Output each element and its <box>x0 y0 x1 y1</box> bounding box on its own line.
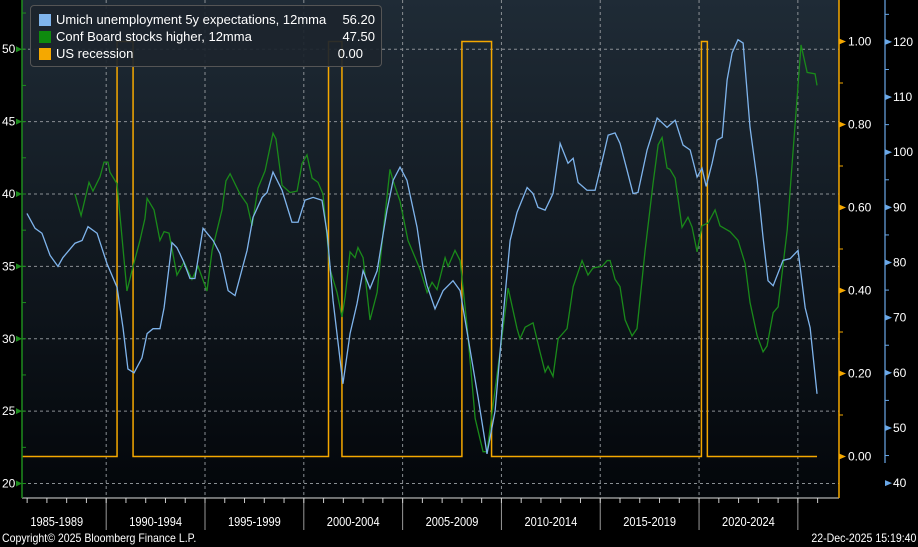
x-tick-label: 2005-2009 <box>426 514 479 529</box>
umich-axis-label: 90 <box>893 200 907 214</box>
legend-label: Conf Board stocks higher, 12mma <box>56 29 252 44</box>
umich-axis-label: 100 <box>893 145 913 159</box>
left-axis-label: 45 <box>2 115 16 129</box>
umich-axis-marker <box>885 259 892 266</box>
umich-axis-marker <box>885 204 892 211</box>
left-axis-marker <box>16 118 22 125</box>
umich-axis-marker <box>885 314 892 321</box>
left-axis-label: 50 <box>2 42 16 56</box>
umich-axis-marker <box>885 424 892 431</box>
recession-axis-label: 0.80 <box>848 118 872 132</box>
legend-value: 56.20 <box>342 12 375 27</box>
left-axis-marker <box>16 335 22 342</box>
x-tick-label: 2020-2024 <box>722 514 775 529</box>
legend-label: Umich unemployment 5y expectations, 12mm… <box>56 12 327 27</box>
left-axis-label: 25 <box>2 404 16 418</box>
recession-axis-label: 0.00 <box>848 450 872 464</box>
legend-value: 47.50 <box>342 29 375 44</box>
left-axis-marker <box>16 46 22 53</box>
left-axis-label: 30 <box>2 332 16 346</box>
umich-axis-marker <box>885 38 892 45</box>
x-tick-label: 1985-1989 <box>30 514 83 529</box>
left-axis-marker <box>16 190 22 197</box>
legend-value: 0.00 <box>337 46 363 61</box>
umich-axis-label: 110 <box>893 90 912 104</box>
copyright: Copyright© 2025 Bloomberg Finance L.P. <box>2 531 197 545</box>
series-confboard-line <box>74 44 818 453</box>
recession-axis-label: 0.60 <box>848 201 872 215</box>
umich-axis-label: 50 <box>893 421 907 435</box>
x-tick-label: 1990-1994 <box>129 514 182 529</box>
umich-axis-marker <box>885 149 892 156</box>
left-axis-marker <box>16 408 22 415</box>
x-tick-label: 2015-2019 <box>623 514 676 529</box>
recession-axis-marker <box>839 370 846 377</box>
legend-item-recession: US recession 0.00 <box>39 45 375 62</box>
umich-axis-label: 80 <box>893 256 907 270</box>
legend-item-confboard: Conf Board stocks higher, 12mma 47.50 <box>39 28 375 45</box>
recession-axis-marker <box>839 121 846 128</box>
legend-swatch <box>39 13 51 26</box>
recession-axis-label: 0.20 <box>848 367 872 381</box>
recession-axis-label: 1.00 <box>848 35 872 49</box>
x-tick-label: 2010-2014 <box>524 514 577 529</box>
left-axis-marker <box>16 263 22 270</box>
recession-axis-marker <box>839 204 846 211</box>
recession-axis-marker <box>839 453 846 460</box>
legend-swatch <box>39 30 51 43</box>
x-tick-label: 2000-2004 <box>327 514 380 529</box>
umich-axis-marker <box>885 94 892 101</box>
legend-swatch <box>39 47 51 60</box>
umich-axis-label: 120 <box>893 35 913 49</box>
left-axis-label: 35 <box>2 259 16 273</box>
left-axis-marker <box>16 480 22 487</box>
umich-axis-label: 60 <box>893 366 907 380</box>
recession-axis-marker <box>839 38 846 45</box>
umich-axis-label: 70 <box>893 311 907 325</box>
umich-axis-label: 40 <box>893 476 907 490</box>
recession-axis-marker <box>839 287 846 294</box>
plot-area <box>22 0 839 498</box>
left-axis-label: 40 <box>2 187 16 201</box>
timestamp: 22-Dec-2025 15:19:40 <box>810 531 916 545</box>
recession-axis-label: 0.40 <box>848 284 872 298</box>
umich-axis-marker <box>885 369 892 376</box>
series-umich-line <box>26 38 818 455</box>
legend: Umich unemployment 5y expectations, 12mm… <box>30 5 382 67</box>
legend-item-umich: Umich unemployment 5y expectations, 12mm… <box>39 11 375 28</box>
left-axis-label: 20 <box>2 477 16 491</box>
legend-label: US recession <box>56 46 134 61</box>
gridlines <box>22 0 839 498</box>
axes: 1985-1989 1990-1994 1995-1999 2000-2004 2005… <box>2 0 913 530</box>
umich-axis-marker <box>885 480 892 487</box>
x-tick-label: 1995-1999 <box>228 514 281 529</box>
